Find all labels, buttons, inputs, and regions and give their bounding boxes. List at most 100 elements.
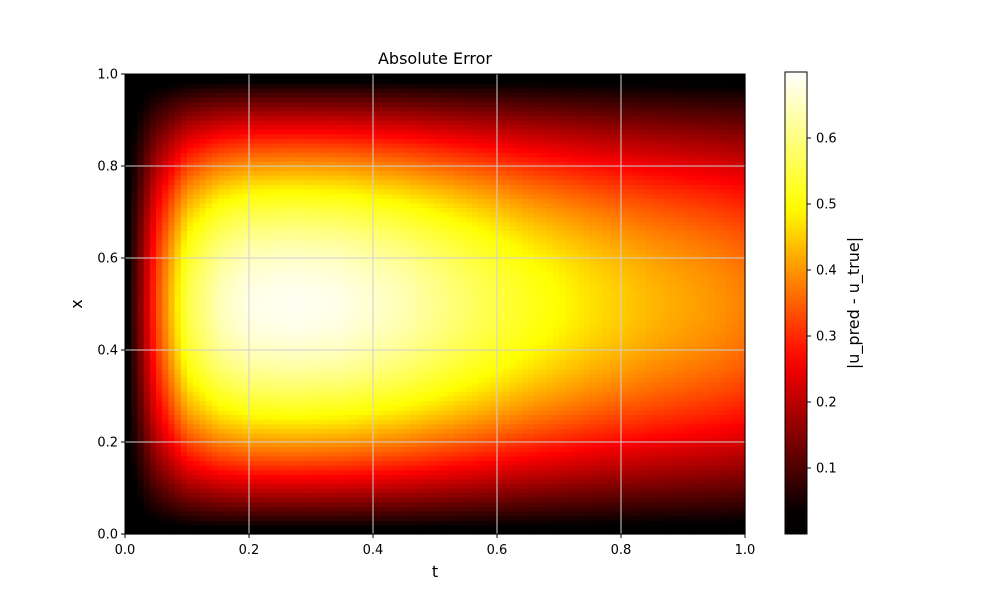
heatmap-cell <box>156 497 163 503</box>
heatmap-cell <box>211 78 219 84</box>
heatmap-cell <box>180 368 188 374</box>
heatmap-cell <box>149 368 157 374</box>
heatmap-cell <box>416 202 424 208</box>
heatmap-cell <box>143 386 151 392</box>
heatmap-cell <box>385 92 393 98</box>
heatmap-cell <box>329 400 337 406</box>
heatmap-cell <box>168 446 176 452</box>
heatmap-cell <box>410 336 417 342</box>
heatmap-cell <box>360 129 368 135</box>
heatmap-cell <box>329 474 337 480</box>
heatmap-cell <box>379 138 386 144</box>
heatmap-cell <box>143 327 151 333</box>
heatmap-cell <box>162 524 169 530</box>
heatmap-cell <box>187 373 194 379</box>
heatmap-cell <box>342 267 349 273</box>
heatmap-cell <box>317 336 324 342</box>
heatmap-cell <box>205 156 213 162</box>
heatmap-cell <box>224 524 231 530</box>
heatmap-cell <box>242 529 250 535</box>
heatmap-cell <box>404 354 411 360</box>
heatmap-cell <box>267 313 275 319</box>
heatmap-cell <box>174 488 182 494</box>
heatmap-cell <box>224 230 231 236</box>
heatmap-cell <box>230 363 238 369</box>
heatmap-cell <box>317 414 324 420</box>
heatmap-cell <box>230 308 238 314</box>
heatmap-cell <box>323 193 331 199</box>
heatmap-cell <box>360 170 368 176</box>
heatmap-cell <box>143 244 151 250</box>
heatmap-cell <box>410 354 417 360</box>
heatmap-cell <box>273 271 281 277</box>
heatmap-cell <box>416 244 424 250</box>
heatmap-cell <box>261 492 269 498</box>
heatmap-cell <box>323 133 331 139</box>
heatmap-cell <box>304 156 312 162</box>
heatmap-cell <box>218 529 225 535</box>
heatmap-cell <box>273 423 281 429</box>
heatmap-cell <box>125 529 132 535</box>
heatmap-cell <box>242 290 250 296</box>
heatmap-cell <box>335 432 343 438</box>
heatmap-cell <box>428 166 436 172</box>
heatmap-cell <box>230 529 238 535</box>
heatmap-cell <box>242 230 250 236</box>
heatmap-cell <box>205 207 213 213</box>
heatmap-cell <box>236 317 244 323</box>
heatmap-cell <box>187 359 194 365</box>
heatmap-cell <box>249 460 256 466</box>
heatmap-cell <box>125 156 132 162</box>
heatmap-cell <box>292 313 300 319</box>
heatmap-cell <box>335 290 343 296</box>
heatmap-cell <box>385 138 393 144</box>
heatmap-cell <box>311 465 318 471</box>
heatmap-cell <box>187 124 194 130</box>
heatmap-cell <box>280 308 287 314</box>
heatmap-cell <box>131 115 138 121</box>
heatmap-cell <box>236 460 244 466</box>
heatmap-cell <box>323 506 331 512</box>
heatmap-cell <box>385 216 393 222</box>
heatmap-cell <box>397 97 405 103</box>
heatmap-cell <box>236 193 244 199</box>
heatmap-cell <box>298 529 306 535</box>
heatmap-cell <box>261 129 269 135</box>
heatmap-cell <box>335 299 343 305</box>
heatmap-cell <box>255 327 262 333</box>
heatmap-cell <box>168 276 176 282</box>
heatmap-cell <box>317 78 324 84</box>
heatmap-cell <box>348 221 355 227</box>
heatmap-cell <box>156 327 163 333</box>
heatmap-cell <box>267 405 275 411</box>
heatmap-cell <box>317 354 324 360</box>
heatmap-cell <box>137 230 145 236</box>
heatmap-cell <box>348 506 355 512</box>
heatmap-cell <box>218 97 225 103</box>
heatmap-cell <box>168 488 176 494</box>
heatmap-cell <box>149 460 157 466</box>
heatmap-cell <box>366 207 374 213</box>
heatmap-cell <box>428 308 436 314</box>
heatmap-cell <box>298 133 306 139</box>
heatmap-cell <box>304 189 312 195</box>
heatmap-cell <box>230 322 238 328</box>
heatmap-cell <box>397 511 405 517</box>
heatmap-cell <box>391 133 399 139</box>
heatmap-cell <box>193 501 200 507</box>
heatmap-cell <box>360 428 368 434</box>
heatmap-cell <box>137 189 145 195</box>
heatmap-cell <box>428 216 436 222</box>
heatmap-cell <box>286 511 293 517</box>
heatmap-cell <box>242 455 250 461</box>
heatmap-cell <box>168 345 176 351</box>
heatmap-cell <box>373 391 380 397</box>
heatmap-cell <box>311 405 318 411</box>
heatmap-cell <box>379 386 386 392</box>
heatmap-cell <box>156 386 163 392</box>
heatmap-cell <box>422 368 430 374</box>
heatmap-cell <box>149 152 157 158</box>
heatmap-cell <box>410 432 417 438</box>
heatmap-cell <box>137 304 145 310</box>
heatmap-cell <box>211 497 219 503</box>
